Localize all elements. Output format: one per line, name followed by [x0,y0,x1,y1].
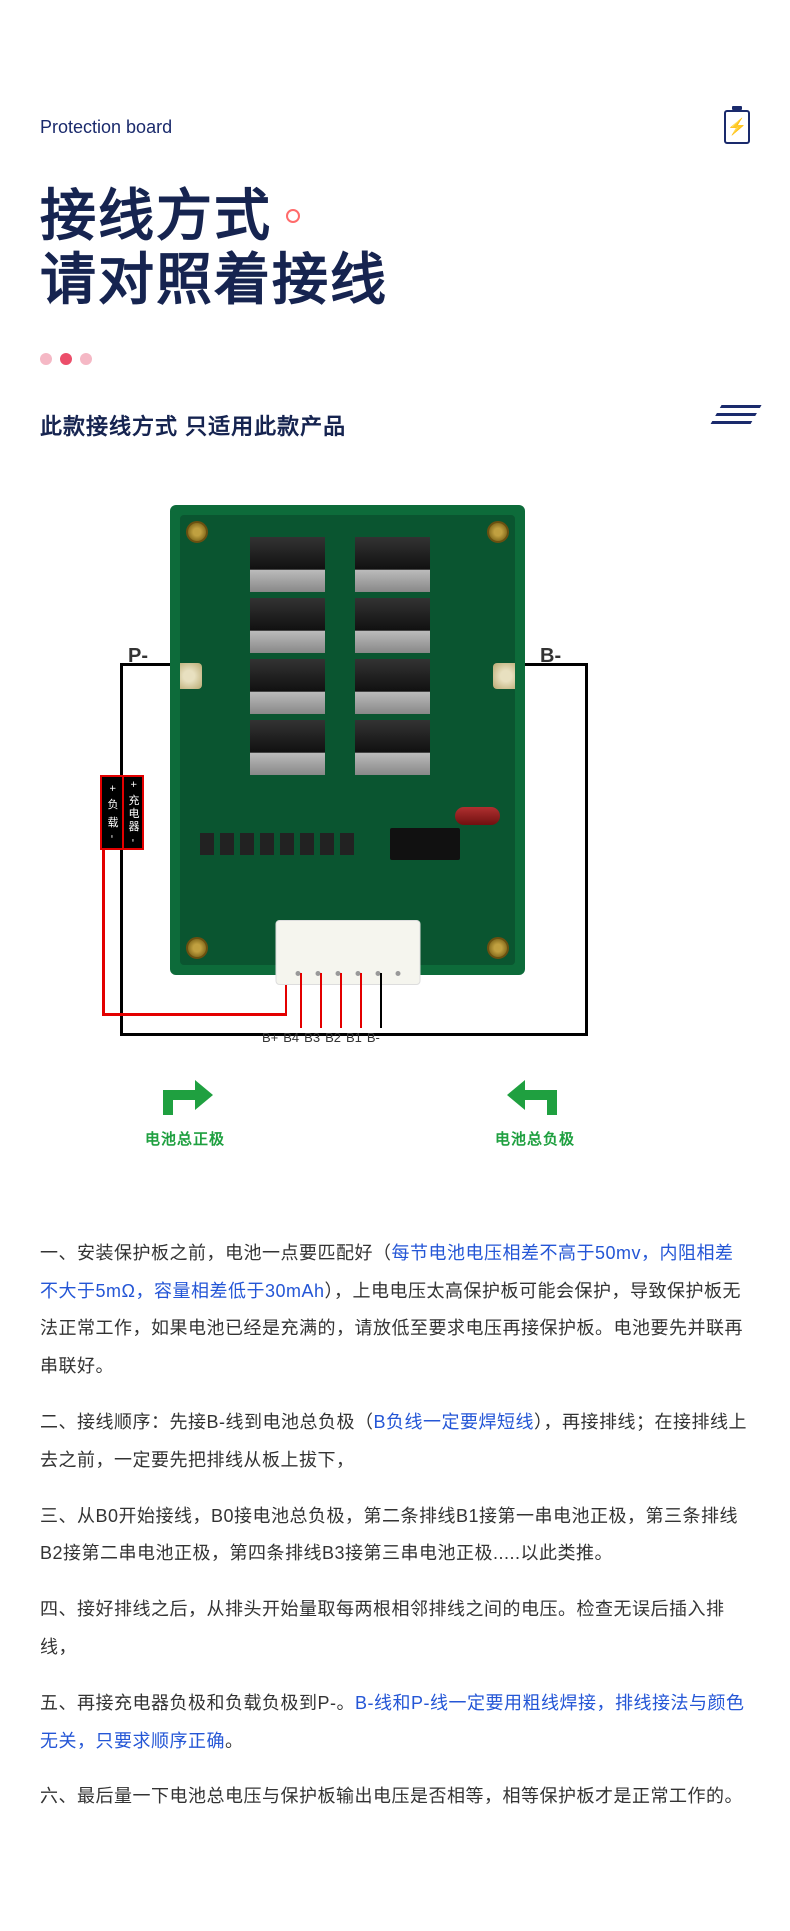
pin-label: B1 [346,1030,362,1045]
mosfet [355,720,430,775]
ic-chip [390,828,460,860]
thermistor [455,807,500,825]
mosfet [250,598,325,653]
wire-black [120,663,123,777]
solder-pad [493,663,515,689]
dot [60,353,72,365]
wiring-diagram: P- B- [40,505,750,1185]
subheader-row: 此款接线方式 只适用此款产品 [40,405,750,445]
pcb-board [170,505,525,975]
header-label: Protection board [40,117,172,138]
load-charger-box: + 负 载 - + 充电器 - [100,775,144,850]
pin-label: B3 [304,1030,320,1045]
mosfet [250,720,325,775]
negative-pole-label: 电池总负极 [495,1128,575,1149]
smd-row [200,833,354,855]
mosfet [355,598,430,653]
pin-label: B2 [325,1030,341,1045]
battery-icon: ⚡ [724,110,750,144]
dot [40,353,52,365]
instructions: 一、安装保护板之前，电池一点要匹配好（每节电池电压相差不高于50mv，内阻相差不… [40,1235,750,1816]
header-row: Protection board ⚡ [40,110,750,144]
instruction-1: 一、安装保护板之前，电池一点要匹配好（每节电池电压相差不高于50mv，内阻相差不… [40,1235,750,1386]
wire-red [102,850,105,1016]
wire-red [102,1013,287,1016]
arrow-up-left-icon [505,1075,565,1120]
label-p-minus: P- [128,645,148,668]
subheader: 此款接线方式 只适用此款产品 [40,409,346,441]
negative-pole-block: 电池总负极 [495,1075,575,1149]
pin-labels: B+ B4 B3 B2 B1 B- [262,1030,380,1045]
arrow-up-right-icon [155,1075,215,1120]
dot [80,353,92,365]
instruction-2: 二、接线顺序：先接B-线到电池总负极（B负线一定要焊短线），再接排线；在接排线上… [40,1404,750,1480]
mosfet [355,537,430,592]
dots-row [40,353,750,365]
instruction-4: 四、接好排线之后，从排头开始量取每两根相邻排线之间的电压。检查无误后插入排线， [40,1591,750,1667]
instruction-6: 六、最后量一下电池总电压与保护板输出电压是否相等，相等保护板才是正常工作的。 [40,1778,750,1816]
positive-pole-label: 电池总正极 [145,1128,225,1149]
stripes-icon [698,405,761,445]
label-b-minus: B- [540,645,561,668]
load-label: + 负 载 - [100,775,122,850]
title-line2: 请对照着接线 [40,248,750,312]
decorative-circle [286,209,300,223]
screw-hole [487,521,509,543]
screw-hole [186,521,208,543]
wire-black [120,850,123,1036]
positive-pole-block: 电池总正极 [145,1075,225,1149]
solder-pad [180,663,202,689]
pin-label: B- [367,1030,380,1045]
mosfet [355,659,430,714]
screw-hole [186,937,208,959]
title-block: 接线方式 请对照着接线 [40,184,750,313]
mosfet [250,659,325,714]
instruction-3: 三、从B0开始接线，B0接电池总负极，第二条排线B1接第一串电池正极，第三条排线… [40,1498,750,1574]
mosfet [250,537,325,592]
pin-wires [278,973,423,1028]
screw-hole [487,937,509,959]
title-line1: 接线方式 [40,184,272,248]
mosfet-grid [250,537,430,775]
pin-label: B4 [283,1030,299,1045]
wire-black [585,663,588,1035]
instruction-5: 五、再接充电器负极和负载负极到P-。B-线和P-线一定要用粗线焊接，排线接法与颜… [40,1685,750,1761]
charger-label: + 充电器 - [122,775,144,850]
pin-label: B+ [262,1030,278,1045]
bolt-icon: ⚡ [727,117,747,137]
